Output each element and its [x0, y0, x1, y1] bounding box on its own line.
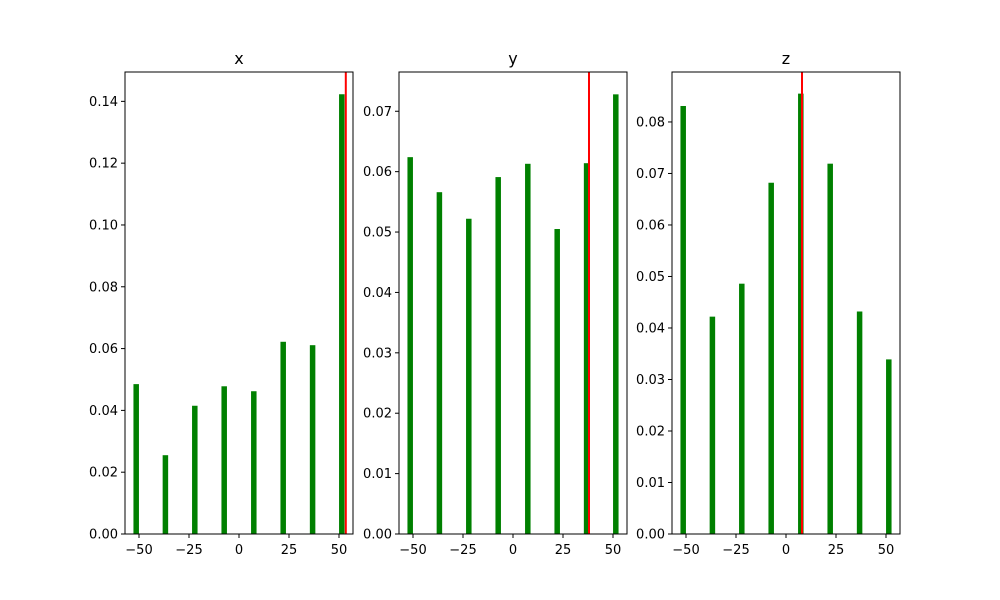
y-tick-label: 0.05	[636, 270, 665, 285]
y-tick-label: 0.07	[363, 105, 392, 120]
bar	[886, 359, 892, 534]
panel-title: z	[782, 49, 790, 68]
x-tick-label: 25	[828, 543, 845, 558]
bar	[709, 316, 716, 534]
y-tick-label: 0.06	[636, 218, 665, 233]
bar	[309, 345, 316, 534]
bar	[680, 105, 686, 534]
bar	[739, 283, 745, 534]
y-tick-label: 0.00	[89, 528, 118, 543]
x-axis-ticks: −50 −25 0 25 50	[399, 534, 621, 558]
panel-title: y	[508, 49, 517, 68]
bar	[583, 163, 590, 535]
bars-group	[407, 94, 619, 535]
y-tick-label: 0.00	[363, 528, 392, 543]
x-tick-label: 50	[605, 543, 622, 558]
y-tick-label: 0.06	[363, 165, 392, 180]
bar	[339, 94, 345, 534]
bar	[768, 182, 774, 534]
y-tick-label: 0.03	[363, 346, 392, 361]
x-tick-label: 0	[509, 543, 517, 558]
bar	[251, 391, 257, 534]
x-tick-label: −25	[449, 543, 476, 558]
panel-y: y −50 −25 0 25 50 0.000.010.020.030.040.050.…	[363, 49, 628, 558]
bar	[798, 93, 804, 534]
y-tick-label: 0.03	[636, 373, 665, 388]
y-tick-label: 0.04	[363, 286, 392, 301]
x-tick-label: −50	[125, 543, 152, 558]
bar	[827, 163, 833, 534]
x-tick-label: 50	[331, 543, 348, 558]
bar	[856, 311, 863, 534]
y-tick-label: 0.08	[636, 115, 665, 130]
bar	[280, 341, 286, 534]
panel-x: x −50 −25 0 25 50 0.000.020.040.060.080.100.…	[89, 49, 354, 558]
x-tick-label: −50	[399, 543, 426, 558]
y-tick-label: 0.02	[363, 407, 392, 422]
y-tick-label: 0.06	[89, 342, 118, 357]
x-axis-ticks: −50 −25 0 25 50	[125, 534, 347, 558]
x-tick-label: 0	[235, 543, 243, 558]
y-axis-ticks: 0.00 0.02 0.04 0.06 0.08 0.10 0.12 0.14	[89, 95, 125, 543]
y-axis-ticks: 0.00 0.01 0.02 0.03 0.04 0.05 0.06 0.07	[363, 105, 399, 543]
x-tick-label: −50	[672, 543, 699, 558]
y-tick-label: 0.07	[636, 167, 665, 182]
y-tick-label: 0.01	[363, 467, 392, 482]
panel-z: z −50 −25 0 25 50 0.000.010.020.030.040.050.…	[636, 49, 901, 558]
bar	[133, 384, 139, 534]
bar	[613, 94, 619, 535]
bars-group	[680, 93, 892, 534]
x-tick-label: −25	[175, 543, 202, 558]
y-tick-label: 0.04	[636, 321, 665, 336]
x-tick-label: −25	[722, 543, 749, 558]
x-tick-label: 50	[878, 543, 895, 558]
y-tick-label: 0.01	[636, 476, 665, 491]
x-tick-label: 0	[782, 543, 790, 558]
x-axis-ticks: −50 −25 0 25 50	[672, 534, 894, 558]
panel-title: x	[234, 49, 243, 68]
y-tick-label: 0.05	[363, 226, 392, 241]
y-tick-label: 0.00	[636, 528, 665, 543]
y-tick-label: 0.14	[89, 95, 118, 110]
bar	[162, 455, 169, 534]
y-tick-label: 0.02	[636, 424, 665, 439]
bar	[554, 229, 560, 535]
bar	[221, 386, 227, 534]
bar	[192, 405, 198, 534]
y-tick-label: 0.12	[89, 157, 118, 172]
x-tick-label: 25	[555, 543, 572, 558]
bar	[466, 218, 472, 535]
y-tick-label: 0.08	[89, 280, 118, 295]
y-axis-ticks: 0.00 0.01 0.02 0.03 0.04 0.05 0.06 0.07 0.08	[636, 115, 672, 543]
y-tick-label: 0.02	[89, 466, 118, 481]
bars-group	[133, 94, 345, 534]
bar	[525, 163, 531, 534]
x-tick-label: 25	[281, 543, 298, 558]
bar	[436, 192, 443, 534]
bar	[495, 177, 501, 535]
y-tick-label: 0.10	[89, 218, 118, 233]
y-tick-label: 0.04	[89, 404, 118, 419]
bar	[407, 157, 413, 534]
